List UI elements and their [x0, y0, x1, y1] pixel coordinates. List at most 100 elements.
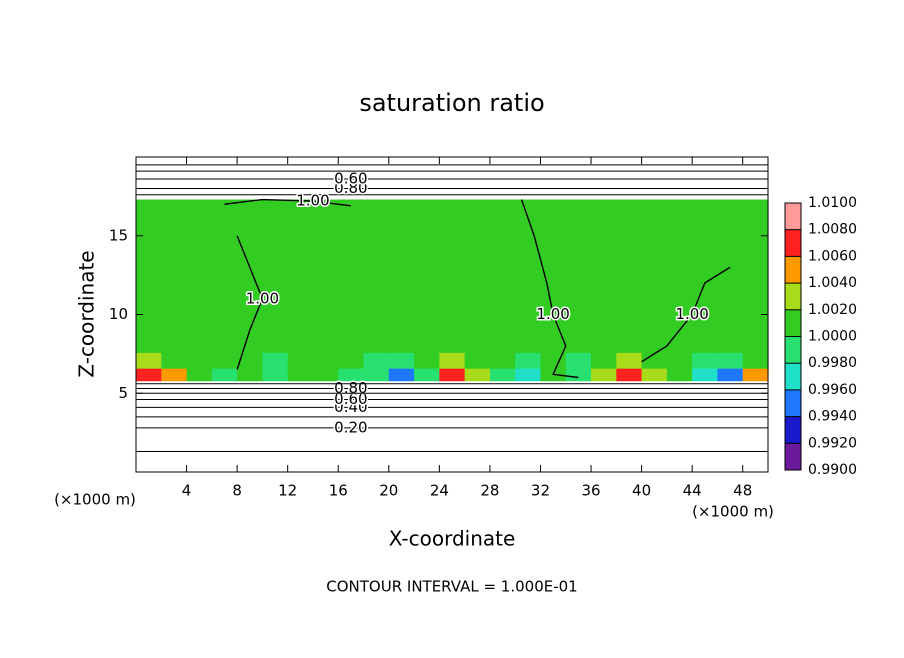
field-cell — [312, 267, 339, 316]
field-cell — [439, 368, 466, 382]
field-cell — [692, 199, 719, 268]
y-tick-label: 5 — [118, 384, 128, 402]
field-cell — [439, 352, 466, 369]
colorbar-swatch — [785, 363, 801, 390]
colorbar-label: 0.9960 — [808, 382, 857, 398]
field-cell — [565, 368, 592, 382]
field-cell — [489, 199, 516, 268]
field-cell — [717, 199, 744, 268]
field-cell — [312, 199, 339, 268]
field-cell — [312, 368, 339, 382]
field-cell — [338, 199, 365, 268]
field-cell — [489, 368, 516, 382]
field-cell — [186, 199, 213, 268]
field-cell — [464, 352, 491, 369]
field-cell — [666, 352, 693, 369]
contour-line — [520, 199, 579, 379]
field-cell — [262, 352, 289, 369]
colorbar-label: 1.0080 — [808, 222, 857, 238]
field-cell — [136, 352, 162, 369]
field-cell — [287, 267, 314, 316]
colorbar-swatch — [785, 283, 801, 310]
field-cell — [591, 199, 617, 268]
field-cell — [439, 314, 466, 353]
field-cell — [641, 267, 668, 316]
field-cell — [287, 199, 314, 268]
field-cell — [237, 352, 263, 369]
field-cell — [464, 267, 491, 316]
field-cell — [641, 199, 668, 268]
colorbar-swatch — [785, 256, 801, 284]
contour-label: 0.60 — [334, 170, 367, 188]
colorbar-label: 0.9900 — [808, 462, 857, 478]
field-cell — [136, 314, 162, 353]
field-cell — [717, 267, 744, 316]
field-cell — [211, 267, 238, 316]
field-cell — [641, 368, 668, 382]
y-tick-label: 15 — [109, 226, 128, 244]
colorbar-swatch — [785, 389, 801, 417]
colorbar-label: 0.9920 — [808, 435, 857, 451]
field-cell — [717, 314, 744, 353]
field-cell — [540, 352, 567, 369]
field-cell — [388, 314, 415, 353]
contour-line — [236, 235, 264, 370]
field-cell — [742, 267, 769, 316]
field-cell — [717, 352, 744, 369]
contour-label: 1.00 — [536, 305, 569, 323]
contour-label: 0.60 — [334, 390, 367, 408]
field-cell — [388, 267, 415, 316]
contour-label: 0.80 — [334, 179, 367, 197]
colorbar-label: 0.9940 — [808, 409, 857, 425]
field-cell — [616, 199, 643, 268]
field-cell — [540, 314, 567, 353]
field-cell — [388, 368, 415, 382]
field-cell — [161, 368, 188, 382]
field-cell — [136, 267, 162, 316]
field-cell — [237, 368, 263, 382]
field-cell — [565, 199, 592, 268]
field-cell — [489, 352, 516, 369]
field-cell — [414, 352, 440, 369]
field-cell — [363, 352, 390, 369]
x-tick-label: 40 — [632, 482, 651, 500]
field-cell — [363, 199, 390, 268]
field-cell — [591, 314, 617, 353]
field-cell — [186, 267, 213, 316]
contour-label: 1.00 — [296, 192, 329, 210]
field-cell — [439, 267, 466, 316]
field-cell — [717, 368, 744, 382]
field-cell — [237, 314, 263, 353]
field-cell — [641, 314, 668, 353]
x-tick-label: 20 — [379, 482, 398, 500]
contour-label: 1.00 — [246, 289, 279, 307]
field-cell — [338, 368, 365, 382]
y-axis-label: Z-coordinate — [75, 250, 99, 377]
field-cell — [312, 314, 339, 353]
x-tick-label: 16 — [329, 482, 348, 500]
field-cell — [540, 199, 567, 268]
field-cell — [287, 368, 314, 382]
field-cell — [363, 368, 390, 382]
contour-line — [641, 266, 731, 363]
field-cell — [616, 267, 643, 316]
field-cell — [338, 267, 365, 316]
field-cell — [262, 267, 289, 316]
field-cell — [161, 267, 188, 316]
field-cell — [666, 314, 693, 353]
field-cell — [388, 352, 415, 369]
colorbar-swatch — [785, 203, 801, 230]
field-cell — [489, 314, 516, 353]
field-cell — [565, 314, 592, 353]
x-unit: (×1000 m) — [692, 503, 774, 521]
x-tick-label: 36 — [581, 482, 600, 500]
field-cell — [515, 352, 542, 369]
field-cell — [591, 352, 617, 369]
field-cell — [515, 267, 542, 316]
field-cell — [414, 368, 440, 382]
colorbar-label: 1.0060 — [808, 248, 857, 264]
field-cell — [211, 199, 238, 268]
colorbar-label: 1.0000 — [808, 329, 857, 345]
field-cell — [692, 267, 719, 316]
